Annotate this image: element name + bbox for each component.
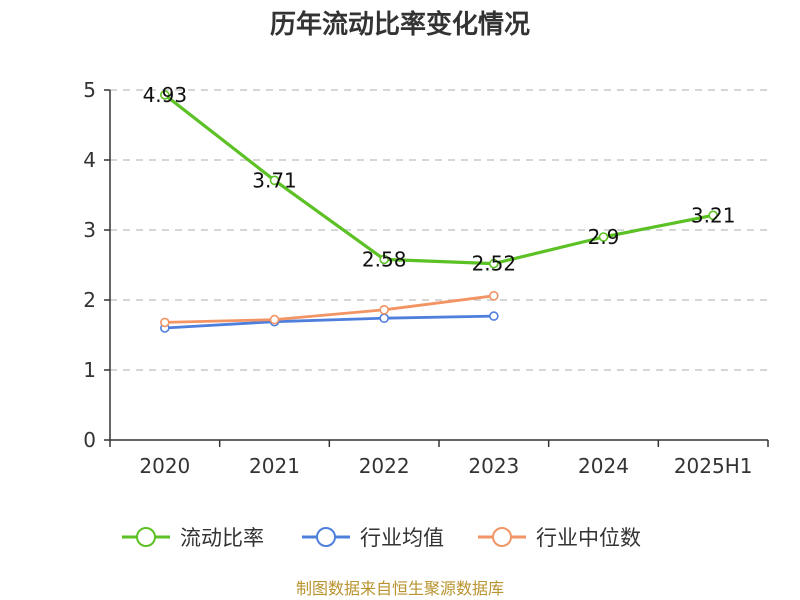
data-point	[269, 175, 280, 186]
legend-marker	[492, 527, 512, 547]
x-tick-label: 2022	[359, 454, 410, 478]
data-label: 3.71	[252, 168, 297, 192]
data-label: 4.93	[143, 83, 188, 107]
data-point	[489, 258, 499, 269]
legend-marker	[316, 527, 336, 547]
legend-label: 行业中位数	[536, 526, 641, 550]
legend-item[interactable]: 行业中位数	[478, 526, 641, 550]
data-label: 2.52	[472, 252, 517, 276]
x-tick-label: 2024	[578, 454, 629, 478]
data-point	[160, 317, 170, 328]
series-line-2	[163, 314, 496, 330]
data-point	[379, 254, 389, 265]
y-tick-label: 2	[83, 288, 96, 312]
grid-layer	[110, 89, 768, 371]
x-tick-label: 2025H1	[674, 454, 753, 478]
axes-layer: 0 1 2 3 4 5 2020 2021 2022 2023 2024 2025H1	[83, 78, 769, 478]
chart-title: 历年流动比率变化情况	[270, 9, 530, 40]
data-label: 2.58	[362, 247, 407, 271]
y-tick-label: 5	[83, 78, 96, 102]
x-tick-label: 2021	[249, 454, 300, 478]
series-layer	[160, 90, 718, 333]
legend-label: 流动比率	[180, 526, 264, 550]
y-tick-label: 0	[83, 428, 96, 452]
data-point	[489, 290, 499, 301]
data-point	[379, 313, 389, 324]
data-labels-layer: 4.93 3.71 2.58 2.52 2.9 3.21	[143, 83, 736, 276]
data-label: 2.9	[588, 225, 620, 249]
y-tick-label: 1	[83, 358, 96, 382]
data-point	[598, 232, 609, 242]
data-point	[379, 304, 389, 315]
legend-item[interactable]: 流动比率	[122, 526, 264, 550]
legend: 流动比率 行业均值 行业中位数	[122, 526, 641, 550]
data-label: 3.21	[691, 203, 736, 227]
data-point	[160, 90, 170, 100]
data-point	[269, 314, 280, 325]
legend-marker	[136, 527, 156, 547]
source-note: 制图数据来自恒生聚源数据库	[296, 579, 504, 598]
y-tick-label: 4	[83, 148, 96, 172]
data-point	[489, 311, 499, 321]
legend-item[interactable]: 行业均值	[302, 526, 444, 550]
x-tick-label: 2023	[468, 454, 519, 478]
series-line-3	[163, 294, 496, 324]
y-tick-label: 3	[83, 218, 96, 242]
series-line-1	[163, 93, 715, 266]
x-tick-label: 2020	[139, 454, 190, 478]
legend-label: 行业均值	[360, 526, 444, 550]
data-point	[708, 210, 718, 221]
